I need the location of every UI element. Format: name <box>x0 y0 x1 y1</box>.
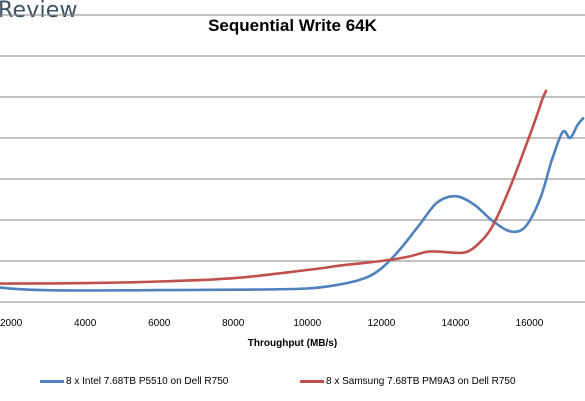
brand-logo-text: Review <box>0 0 78 23</box>
gridlines <box>0 14 585 262</box>
x-tick-label: 14000 <box>442 318 470 329</box>
legend-label-intel: 8 x Intel 7.68TB P5510 on Dell R750 <box>66 376 229 387</box>
x-tick-label: 10000 <box>293 318 321 329</box>
legend-item-intel: 8 x Intel 7.68TB P5510 on Dell R750 <box>40 376 228 387</box>
series-line-samsung <box>0 89 548 285</box>
x-tick-labels: 2000 4000 6000 8000 10000 12000 14000 16000 <box>0 318 544 329</box>
series-line-intel <box>0 117 585 292</box>
legend-item-samsung: 8 x Samsung 7.68TB PM9A3 on Dell R750 <box>300 376 516 387</box>
legend-swatch-samsung <box>300 380 324 383</box>
x-tick-label: 16000 <box>516 318 544 329</box>
x-tick-label: 12000 <box>367 318 395 329</box>
x-tick-label: 4000 <box>74 318 97 329</box>
legend-label-samsung: 8 x Samsung 7.68TB PM9A3 on Dell R750 <box>326 376 516 387</box>
chart-title: Sequential Write 64K <box>208 16 377 35</box>
x-tick-label: 6000 <box>148 318 171 329</box>
legend-swatch-intel <box>40 380 64 383</box>
x-axis-label: Throughput (MB/s) <box>247 338 338 349</box>
x-tick-label: 2000 <box>0 318 23 329</box>
series-lines <box>0 89 585 292</box>
x-tick-label: 8000 <box>222 318 245 329</box>
